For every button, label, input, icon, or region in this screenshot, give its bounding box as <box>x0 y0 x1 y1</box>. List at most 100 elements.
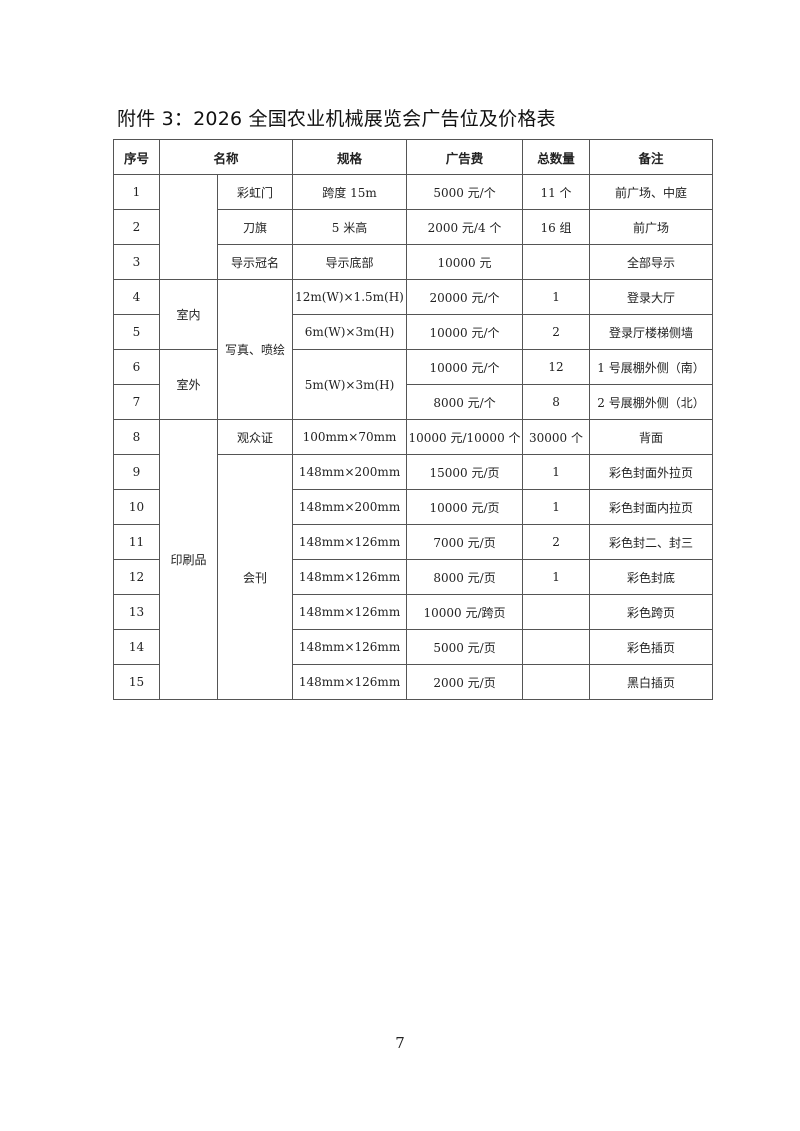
cell-qty: 1 <box>522 279 591 315</box>
cell-note: 彩色封二、封三 <box>589 524 714 560</box>
cell-note: 彩色跨页 <box>589 594 714 630</box>
cell-group-outdoor: 室外 <box>159 349 218 420</box>
cell-qty: 12 <box>522 349 591 385</box>
cell-fee: 5000 元/页 <box>406 629 524 665</box>
table-row: 12 148mm×126mm 8000 元/页 1 彩色封底 <box>113 559 714 595</box>
cell-spec: 148mm×126mm <box>292 594 408 630</box>
cell-spec: 148mm×200mm <box>292 489 408 525</box>
cell-group-journal: 会刊 <box>216 454 294 700</box>
cell-spec: 148mm×126mm <box>292 559 408 595</box>
cell-no: 13 <box>113 594 160 630</box>
cell-spec: 12m(W)×1.5m(H) <box>292 279 408 315</box>
cell-no: 7 <box>113 384 160 420</box>
table-row: 4 室内 写真、喷绘 12m(W)×1.5m(H) 20000 元/个 1 登录… <box>113 279 714 420</box>
table-row: 3 导示冠名 导示底部 10000 元 全部导示 <box>113 244 714 280</box>
cell-no: 14 <box>113 629 160 665</box>
cell-spec: 148mm×200mm <box>292 454 408 490</box>
cell-fee: 20000 元/个 <box>406 279 524 315</box>
cell-name: 导示冠名 <box>216 244 294 280</box>
cell-no: 9 <box>113 454 160 490</box>
cell-fee: 8000 元/个 <box>406 384 524 420</box>
table-row: 7 8000 元/个 8 2 号展棚外侧（北） <box>113 384 714 420</box>
cell-note: 彩色插页 <box>589 629 714 665</box>
cell-note: 背面 <box>589 419 714 455</box>
cell-spec: 100mm×70mm <box>292 419 408 455</box>
cell-spec: 148mm×126mm <box>292 629 408 665</box>
cell-spec: 导示底部 <box>292 244 408 280</box>
cell-note: 黑白插页 <box>589 664 714 700</box>
header-fee: 广告费 <box>406 139 524 175</box>
cell-no: 12 <box>113 559 160 595</box>
cell-qty: 1 <box>522 489 591 525</box>
table-row: 6 室外 5m(W)×3m(H) 10000 元/个 12 1 号展棚外侧（南） <box>113 349 714 420</box>
cell-note: 1 号展棚外侧（南） <box>589 349 714 385</box>
table-row: 8 印刷品 观众证 100mm×70mm 10000 元/10000 个 300… <box>113 419 714 700</box>
cell-qty: 1 <box>522 559 591 595</box>
cell-qty: 16 组 <box>522 209 591 245</box>
cell-spec: 5m(W)×3m(H) <box>292 349 408 420</box>
cell-no: 5 <box>113 314 160 350</box>
table-row: 10 148mm×200mm 10000 元/页 1 彩色封面内拉页 <box>113 489 714 525</box>
header-name: 名称 <box>158 139 294 175</box>
table-row: 15 148mm×126mm 2000 元/页 黑白插页 <box>113 664 714 700</box>
cell-qty: 11 个 <box>522 174 591 210</box>
table-row: 5 6m(W)×3m(H) 10000 元/个 2 登录厅楼梯侧墙 <box>113 314 714 350</box>
cell-qty <box>522 629 591 665</box>
cell-name: 彩虹门 <box>216 174 294 210</box>
cell-note: 登录大厅 <box>589 279 714 315</box>
cell-fee: 15000 元/页 <box>406 454 524 490</box>
cell-qty: 2 <box>522 314 591 350</box>
cell-fee: 10000 元 <box>406 244 524 280</box>
cell-note: 全部导示 <box>589 244 714 280</box>
header-note: 备注 <box>589 139 714 175</box>
cell-spec: 5 米高 <box>292 209 408 245</box>
header-qty: 总数量 <box>522 139 591 175</box>
cell-no: 10 <box>113 489 160 525</box>
cell-name: 观众证 <box>216 419 294 455</box>
cell-fee: 5000 元/个 <box>406 174 524 210</box>
cell-spec: 跨度 15m <box>292 174 408 210</box>
cell-spec: 148mm×126mm <box>292 664 408 700</box>
table-row: 13 148mm×126mm 10000 元/跨页 彩色跨页 <box>113 594 714 630</box>
table-row: 11 148mm×126mm 7000 元/页 2 彩色封二、封三 <box>113 524 714 560</box>
price-table: 序号 名称 规格 广告费 总数量 备注 1 彩虹门 跨度 15m 5000 元/… <box>113 139 714 700</box>
cell-note: 2 号展棚外侧（北） <box>589 384 714 420</box>
cell-no: 4 <box>113 279 160 315</box>
cell-no: 2 <box>113 209 160 245</box>
cell-note: 彩色封面外拉页 <box>589 454 714 490</box>
cell-fee: 10000 元/个 <box>406 314 524 350</box>
cell-spec: 148mm×126mm <box>292 524 408 560</box>
cell-qty: 2 <box>522 524 591 560</box>
cell-note: 前广场 <box>589 209 714 245</box>
cell-qty: 30000 个 <box>522 419 591 455</box>
table-row: 1 彩虹门 跨度 15m 5000 元/个 11 个 前广场、中庭 <box>113 174 714 280</box>
header-row: 序号 名称 规格 广告费 总数量 备注 <box>113 139 714 175</box>
cell-note: 前广场、中庭 <box>589 174 714 210</box>
cell-note: 彩色封面内拉页 <box>589 489 714 525</box>
cell-fee: 10000 元/跨页 <box>406 594 524 630</box>
table-row: 2 刀旗 5 米高 2000 元/4 个 16 组 前广场 <box>113 209 714 245</box>
cell-group-photo: 写真、喷绘 <box>216 279 294 420</box>
cell-group-print: 印刷品 <box>159 419 218 700</box>
cell-no: 6 <box>113 349 160 385</box>
cell-group-empty <box>159 174 218 280</box>
cell-group-indoor: 室内 <box>159 279 218 350</box>
cell-qty <box>522 594 591 630</box>
cell-qty <box>522 244 591 280</box>
cell-fee: 7000 元/页 <box>406 524 524 560</box>
cell-qty <box>522 664 591 700</box>
table-row: 9 会刊 148mm×200mm 15000 元/页 1 彩色封面外拉页 <box>113 454 714 700</box>
table-row: 14 148mm×126mm 5000 元/页 彩色插页 <box>113 629 714 665</box>
cell-fee: 10000 元/个 <box>406 349 524 385</box>
cell-note: 彩色封底 <box>589 559 714 595</box>
header-spec: 规格 <box>292 139 408 175</box>
cell-fee: 10000 元/页 <box>406 489 524 525</box>
cell-no: 1 <box>113 174 160 210</box>
cell-note: 登录厅楼梯侧墙 <box>589 314 714 350</box>
cell-qty: 8 <box>522 384 591 420</box>
page-number: 7 <box>395 1034 405 1052</box>
document-title: 附件 3：2026 全国农业机械展览会广告位及价格表 <box>117 108 556 130</box>
cell-name: 刀旗 <box>216 209 294 245</box>
cell-spec: 6m(W)×3m(H) <box>292 314 408 350</box>
cell-no: 15 <box>113 664 160 700</box>
